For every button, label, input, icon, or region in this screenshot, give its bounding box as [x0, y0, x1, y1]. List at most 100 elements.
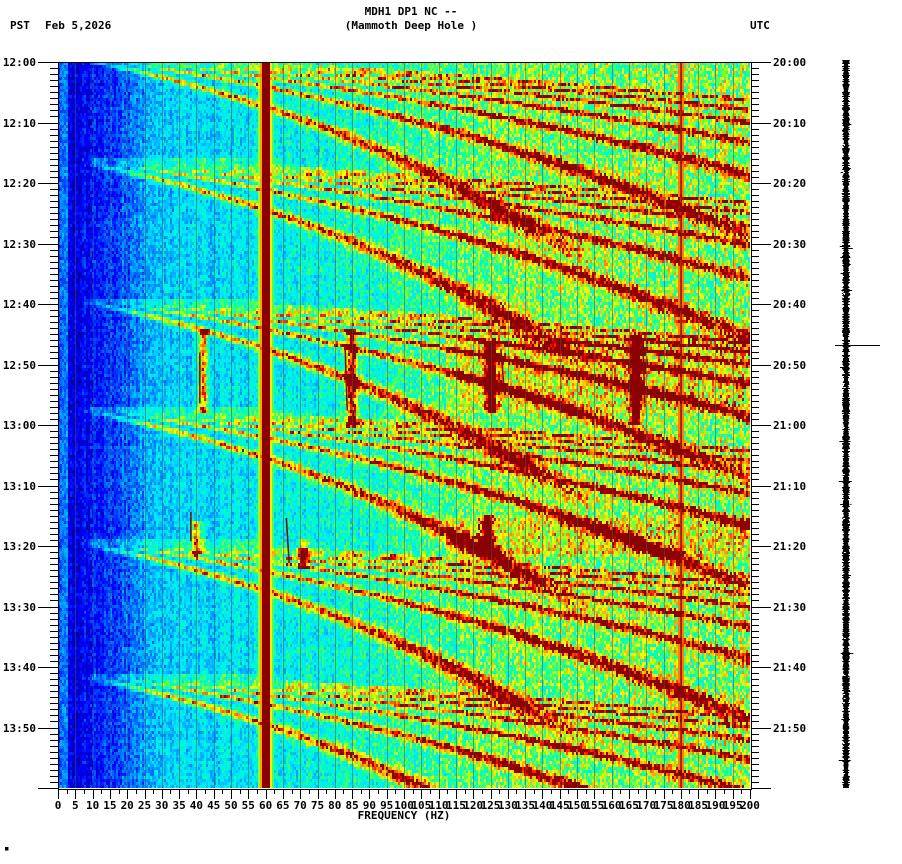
time-tick: [751, 116, 759, 118]
time-tick: [751, 334, 759, 336]
time-tick: [751, 92, 759, 94]
frequency-tick: [481, 789, 483, 794]
time-tick: [50, 521, 58, 523]
time-tick: [751, 370, 759, 372]
time-tick: [50, 328, 58, 330]
time-tick: [751, 612, 759, 614]
time-tick: [751, 261, 759, 263]
time-tick: [50, 570, 58, 572]
frequency-tick-label: 185: [688, 799, 709, 812]
frequency-tick-label: 110: [428, 799, 449, 812]
frequency-tick: [395, 789, 397, 794]
time-tick: [50, 255, 58, 257]
frequency-tick-label: 200: [740, 799, 760, 812]
time-tick: [50, 763, 58, 765]
time-tick: [38, 546, 58, 547]
time-tick-label: 12:50: [2, 358, 36, 372]
time-tick: [50, 443, 58, 445]
frequency-axis: 0 5 10 15 20 25 30 35 40 45 50 55 60 65 70 75 80 85 90 95 10…: [54, 789, 760, 829]
time-tick: [50, 715, 58, 717]
time-tick: [751, 788, 771, 789]
time-tick: [751, 394, 759, 396]
time-tick: [50, 527, 58, 529]
time-tick: [751, 467, 759, 469]
time-tick-label: 20:10: [773, 116, 807, 130]
frequency-tick-label: 30: [155, 799, 169, 812]
frequency-tick: [455, 789, 457, 799]
time-tick: [50, 582, 58, 584]
time-tick: [751, 667, 771, 668]
time-tick: [50, 104, 58, 106]
time-tick: [751, 400, 759, 402]
time-tick: [751, 515, 759, 517]
frequency-tick: [326, 789, 328, 794]
frequency-tick: [429, 789, 431, 794]
frequency-tick: [378, 789, 380, 794]
time-tick: [751, 479, 759, 481]
time-tick: [751, 521, 759, 523]
time-axis-utc: 20:00 20:10 20:20 20:30 20:40 20:50 21:00 21:10…: [751, 57, 806, 789]
frequency-tick: [559, 789, 561, 799]
time-tick: [50, 310, 58, 312]
time-tick: [751, 164, 759, 166]
time-tick: [751, 291, 759, 293]
time-tick: [751, 461, 759, 463]
time-tick: [38, 62, 58, 63]
frequency-tick-label: 95: [380, 799, 394, 812]
time-tick: [50, 128, 58, 130]
time-tick: [751, 340, 759, 342]
time-tick: [751, 697, 759, 699]
time-tick: [50, 152, 58, 154]
frequency-tick-label: 160: [601, 799, 622, 812]
time-tick: [751, 781, 759, 783]
time-tick: [751, 382, 759, 384]
frequency-tick: [715, 789, 717, 799]
time-tick: [751, 775, 759, 777]
time-tick: [50, 176, 58, 178]
time-tick: [751, 104, 759, 106]
time-tick: [50, 140, 58, 142]
time-tick: [38, 485, 58, 487]
time-tick: [50, 679, 58, 681]
helicorder-trace-strip: [830, 60, 880, 788]
frequency-tick: [334, 789, 336, 799]
time-tick: [751, 497, 759, 499]
time-tick: [751, 473, 759, 475]
time-tick: [751, 709, 759, 711]
time-tick: [50, 479, 58, 481]
time-tick: [50, 134, 58, 136]
time-tick: [38, 667, 58, 668]
time-tick: [50, 461, 58, 463]
frequency-tick: [109, 789, 111, 799]
frequency-tick: [187, 789, 189, 794]
time-tick: [751, 691, 759, 693]
time-tick: [751, 74, 759, 76]
time-tick: [751, 624, 759, 626]
time-tick: [50, 213, 58, 215]
frequency-tick: [507, 789, 509, 799]
time-tick: [50, 703, 58, 705]
time-tick: [50, 733, 58, 735]
time-tick-label: 20:50: [773, 358, 807, 372]
frequency-tick-label: 5: [71, 799, 79, 812]
time-tick-label: 20:00: [773, 56, 807, 69]
time-tick: [50, 164, 58, 166]
frequency-tick: [438, 789, 440, 799]
time-tick: [751, 146, 759, 148]
frequency-tick-label: 0: [54, 799, 62, 812]
time-tick: [751, 219, 759, 221]
time-tick-label: 13:30: [2, 600, 36, 614]
frequency-tick-label: 25: [137, 799, 152, 812]
time-tick: [751, 310, 759, 312]
time-tick: [751, 207, 759, 209]
time-tick: [751, 285, 759, 287]
frequency-tick-label: 155: [584, 799, 605, 812]
frequency-tick-label: 190: [705, 799, 726, 812]
time-tick: [50, 80, 58, 82]
time-tick: [50, 279, 58, 281]
time-axis-pst: 12:00 12:10 12:20 12:30 12:40 12:50 13:00 13:10…: [3, 57, 58, 789]
time-tick: [751, 618, 759, 620]
frequency-tick: [308, 789, 310, 794]
frequency-tick-label: 175: [653, 799, 674, 812]
time-tick: [50, 491, 58, 493]
